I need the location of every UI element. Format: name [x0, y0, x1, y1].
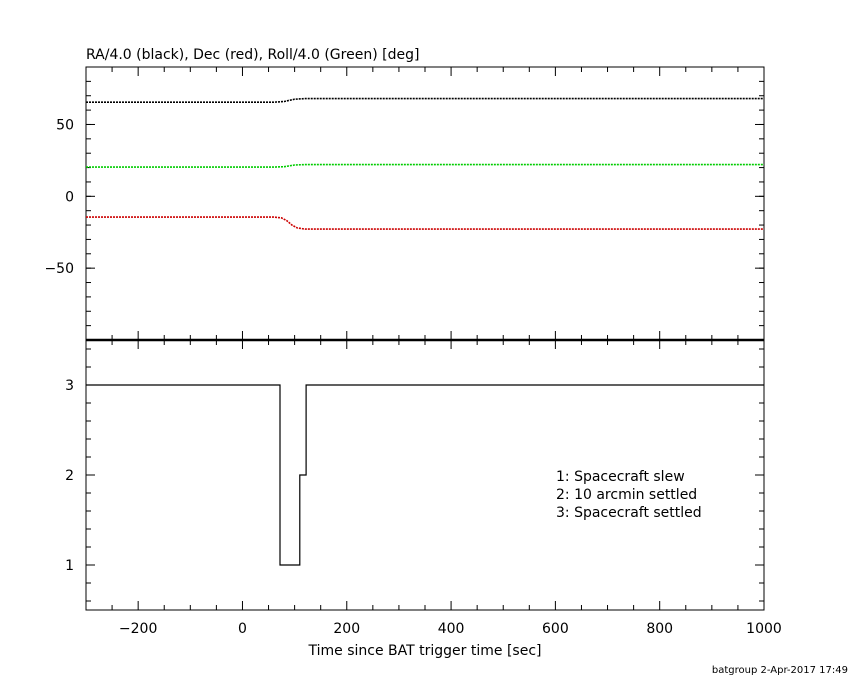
top-panel-series-1: [86, 97, 764, 103]
x-tick-label: 800: [646, 621, 673, 637]
top-chart-title: RA/4.0 (black), Dec (red), Roll/4.0 (Gre…: [86, 47, 419, 63]
footer-timestamp: batgroup 2-Apr-2017 17:49: [712, 665, 848, 676]
top-panel-series-3: [86, 216, 764, 230]
top-panel-ytick-label: −50: [44, 261, 74, 277]
x-tick-label: 200: [333, 621, 360, 637]
top-panel-frame: [85, 66, 765, 341]
top-panel-ytick-label: 50: [56, 117, 74, 133]
x-axis-label: Time since BAT trigger time [sec]: [308, 643, 542, 659]
bottom-panel-series-1: [86, 384, 764, 566]
top-panel-ytick-label: 0: [65, 189, 74, 205]
annotation-3: 3: Spacecraft settled: [556, 505, 702, 521]
bottom-panel-ytick-label: 1: [65, 558, 74, 574]
series-group: [86, 97, 764, 566]
x-tick-label: 400: [438, 621, 465, 637]
axis-ticks: [85, 67, 765, 610]
x-tick-label: 0: [238, 621, 247, 637]
bottom-panel-ytick-label: 2: [65, 468, 74, 484]
x-tick-label: 600: [542, 621, 569, 637]
x-tick-label: 1000: [746, 621, 782, 637]
bottom-panel-ytick-label: 3: [65, 378, 74, 394]
annotation-2: 2: 10 arcmin settled: [556, 487, 697, 503]
annotation-1: 1: Spacecraft slew: [556, 469, 685, 485]
tick-labels: 50 0 −50 1 2 3 −200 0 200 400 600 800 1000: [44, 117, 781, 637]
top-panel-series-2: [86, 163, 764, 168]
x-tick-label: −200: [119, 621, 157, 637]
